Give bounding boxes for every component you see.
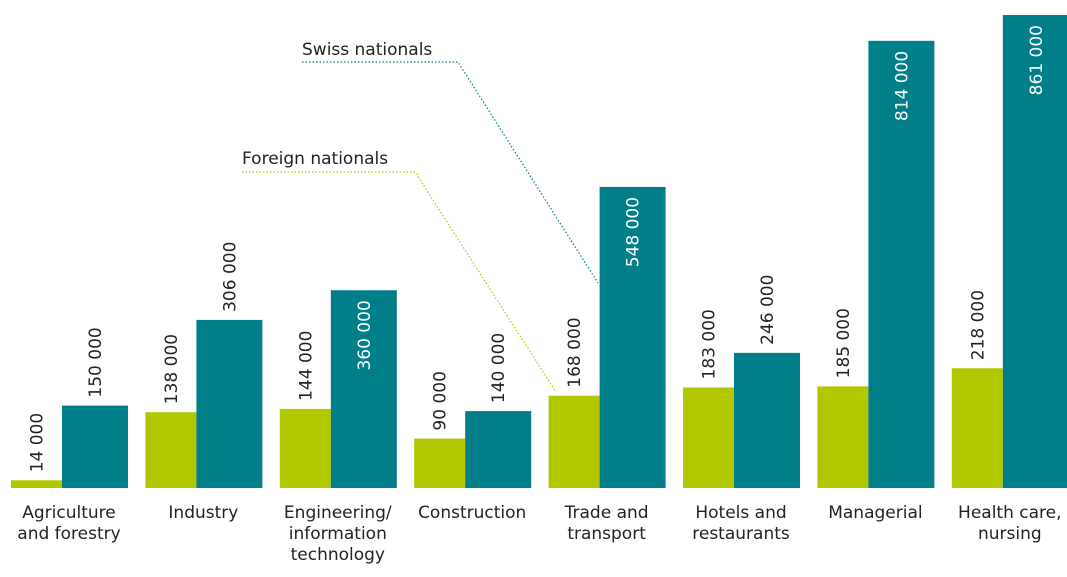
bar <box>145 412 197 488</box>
bar <box>414 438 466 488</box>
bar <box>868 40 935 488</box>
bar <box>465 411 532 488</box>
x-tick-label-line: Health care, <box>958 503 1061 523</box>
bar <box>817 386 869 488</box>
value-label: 14 000 <box>28 413 48 472</box>
x-tick-label: Industry <box>168 503 238 523</box>
x-tick-label: Managerial <box>828 503 922 523</box>
value-label: 548 000 <box>624 197 644 267</box>
x-tick-label: Health care, nursing <box>958 503 1061 544</box>
value-label: 218 000 <box>968 290 988 360</box>
bar <box>196 319 263 488</box>
value-label: 861 000 <box>1027 25 1047 95</box>
bar <box>951 368 1003 488</box>
x-tick-label-line: and forestry <box>17 524 120 544</box>
bar <box>548 395 600 488</box>
value-label: 185 000 <box>834 308 854 378</box>
x-tick-label-line: Industry <box>168 503 238 523</box>
legend-label: Swiss nationals <box>302 40 432 60</box>
value-label: 90 000 <box>431 371 451 430</box>
x-tick-label-line: restaurants <box>692 524 790 544</box>
bar <box>11 480 62 488</box>
bar <box>683 387 734 488</box>
value-label: 306 000 <box>220 242 240 312</box>
value-label: 360 000 <box>355 300 375 370</box>
leader-line <box>242 171 557 393</box>
x-tick-label: Agriculture and forestry <box>17 503 120 544</box>
x-tick-label-line: Trade and <box>564 503 649 523</box>
value-label: 246 000 <box>758 275 778 345</box>
value-label: 168 000 <box>565 317 585 387</box>
x-tick-label: Construction <box>418 503 526 523</box>
x-tick-label-line: transport <box>567 524 646 544</box>
x-tick-label: Hotels and restaurants <box>692 503 790 544</box>
value-label: 183 000 <box>700 309 720 379</box>
x-tick-label-line: Engineering/ <box>284 503 392 523</box>
x-tick-label-line: Managerial <box>828 503 922 523</box>
x-tick-label: Engineering/information technology <box>284 503 392 565</box>
x-tick-label-line: Construction <box>418 503 526 523</box>
x-tick-label-line: information <box>289 524 387 544</box>
bar <box>330 290 397 488</box>
bar <box>62 405 128 488</box>
bar <box>734 352 800 488</box>
x-tick-label-line: nursing <box>978 524 1042 544</box>
value-label: 138 000 <box>162 334 182 404</box>
value-label: 144 000 <box>296 331 316 401</box>
x-tick-label-line: Agriculture <box>22 503 116 523</box>
value-label: 150 000 <box>86 327 106 397</box>
bar <box>599 186 666 488</box>
x-tick-label: Trade and transport <box>564 503 649 544</box>
bar <box>279 408 331 488</box>
value-label: 140 000 <box>489 333 509 403</box>
x-tick-label-line: technology <box>291 545 385 565</box>
x-tick-label-line: Hotels and <box>695 503 786 523</box>
leader-line <box>302 61 599 284</box>
value-label: 814 000 <box>892 51 912 121</box>
bar <box>1002 15 1067 488</box>
legend-label: Foreign nationals <box>242 149 388 169</box>
